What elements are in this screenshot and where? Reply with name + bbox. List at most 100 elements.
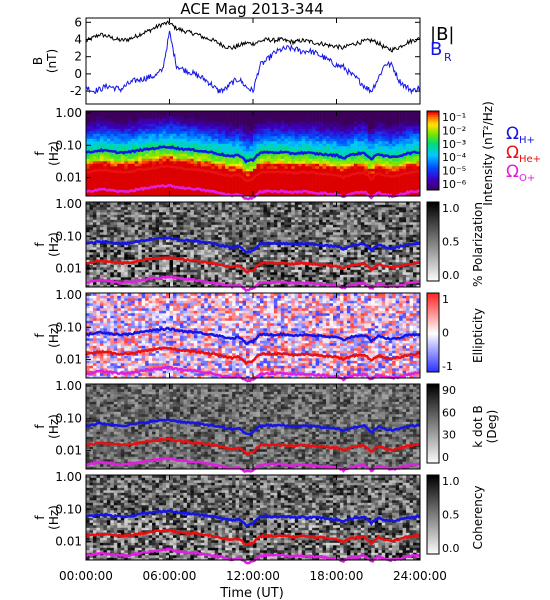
intensity-cell [134,173,139,177]
polarization-cell [249,227,254,230]
b-ytick-label: 4 [74,33,82,47]
polarization-cell [134,284,139,288]
polarization-cell [131,269,136,273]
polarization-cell [89,214,94,218]
polarization-cell [152,282,156,285]
polarization-cell [96,222,101,225]
intensity-cell [326,136,330,139]
polarization-cell [176,202,181,205]
intensity-cell [117,123,122,127]
intensity-cell [148,173,153,177]
polarization-cell [183,209,188,213]
polarization-cell [200,249,205,253]
polarization-cell [138,202,142,205]
intensity-cell [385,128,389,132]
intensity-cell [360,188,365,192]
intensity-cell [155,156,160,159]
intensity-cell [402,181,407,184]
intensity-cell [179,151,184,154]
intensity-cell [186,141,191,144]
polarization-cell [211,204,216,208]
intensity-cell [277,138,282,142]
intensity-cell [339,161,344,164]
intensity-cell [353,126,358,129]
intensity-cell [367,111,372,114]
intensity-cell [343,158,348,162]
intensity-cell [120,193,125,197]
intensity-cell [134,143,139,147]
intensity-cell [110,161,115,164]
intensity-cell [381,128,386,132]
polarization-cell [155,272,160,275]
intensity-cell [406,193,410,197]
polarization-cell [96,267,101,270]
polarization-cell [169,242,174,245]
intensity-cell [120,113,125,117]
intensity-cell [364,178,369,182]
intensity-cell [371,136,376,139]
intensity-cell [374,126,379,129]
intensity-cell [197,141,202,144]
intensity-cell [388,138,393,142]
polarization-cell [221,232,226,235]
polarization-cell [141,247,146,250]
polarization-cell [120,207,125,210]
intensity-cell [336,116,341,119]
polarization-cell [239,222,243,225]
polarization-cell [152,224,156,228]
intensity-cell [291,138,296,142]
intensity-cell [166,138,170,142]
intensity-cell [294,131,299,134]
intensity-cell [392,116,396,119]
intensity-cell [200,146,205,149]
polarization-cell [169,282,174,285]
polarization-cell [190,212,195,215]
intensity-cell [103,163,108,167]
intensity-cell [246,141,250,144]
intensity-cell [326,146,330,149]
intensity-cell [155,173,160,177]
intensity-cell [162,143,167,147]
polarization-cell [110,284,115,288]
polarization-cell [99,269,104,273]
polarization-cell [239,254,243,258]
intensity-cell [336,123,341,127]
polarization-cell [211,249,216,253]
intensity-cell [214,163,219,167]
intensity-cell [305,128,309,132]
intensity-cell [378,183,383,187]
intensity-cell [416,143,421,147]
polarization-cell [253,274,257,278]
intensity-cell [298,186,303,189]
intensity-cell [253,116,257,119]
intensity-cell [169,171,174,174]
intensity-cell [193,121,198,124]
polarization-cell [176,217,181,220]
intensity-cell [280,193,285,197]
polarization-cell [190,204,195,208]
intensity-cell [228,138,233,142]
polarization-cell [190,234,195,238]
polarization-cell [218,274,222,278]
intensity-cell [346,163,351,167]
intensity-cell [353,193,358,197]
intensity-cell [350,193,355,197]
polarization-cell [124,284,129,288]
intensity-cell [99,161,104,164]
intensity-cell [350,188,355,192]
polarization-cell [141,237,146,240]
intensity-cell [388,136,393,139]
polarization-cell [172,254,177,258]
intensity-cell [298,113,303,117]
polarization-cell [169,262,174,265]
polarization-cell [113,207,118,210]
intensity-cell [249,116,254,119]
intensity-cell [353,123,358,127]
intensity-cell [200,118,205,122]
polarization-cell [228,204,233,208]
intensity-cell [228,166,233,169]
intensity-cell [124,116,129,119]
intensity-cell [211,178,216,182]
intensity-cell [235,143,240,147]
intensity-cell [266,176,271,179]
